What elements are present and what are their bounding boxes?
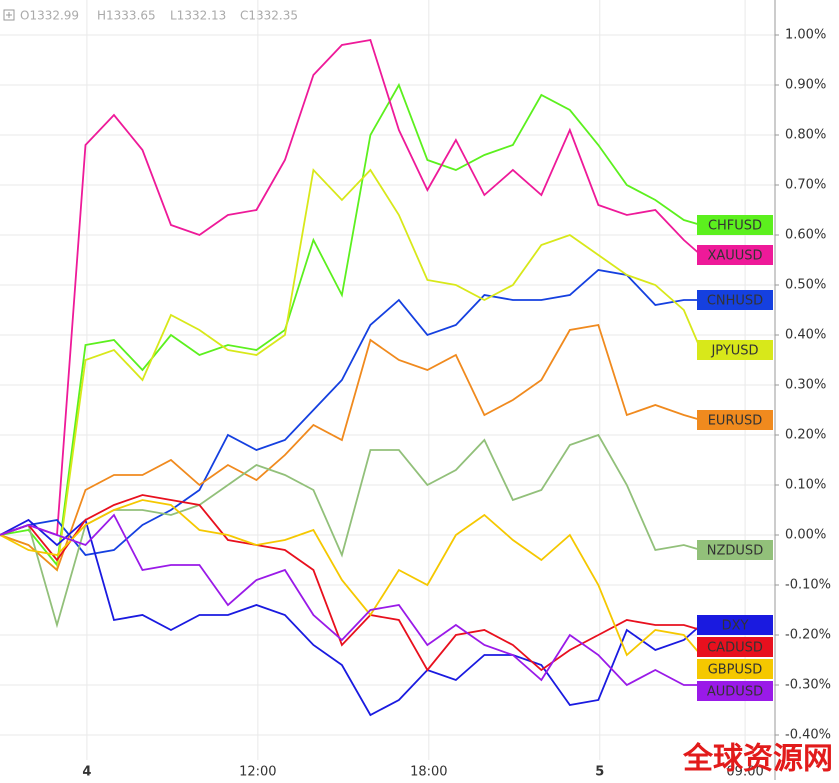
y-tick-label: 0.90% xyxy=(785,78,826,93)
series-line xyxy=(0,323,702,572)
series-line xyxy=(0,82,702,568)
legend-swatch xyxy=(697,540,773,560)
ohlc-close: C1332.35 xyxy=(240,9,298,23)
y-tick-label: 0.30% xyxy=(785,378,826,393)
grid xyxy=(0,0,775,760)
x-tick-label: 5 xyxy=(595,765,604,780)
y-tick-label: 0.10% xyxy=(785,478,826,493)
expand-icon[interactable] xyxy=(3,9,15,21)
watermark: 全球资源网 xyxy=(682,742,833,777)
y-tick-label: -0.20% xyxy=(785,628,831,643)
y-tick-label: -0.40% xyxy=(785,728,831,743)
series-line xyxy=(0,494,702,672)
x-tick-label: 18:00 xyxy=(410,765,447,780)
series-line xyxy=(0,518,702,717)
legend-label: GBPUSD xyxy=(708,663,763,678)
series-line xyxy=(0,499,702,657)
legend-swatch xyxy=(697,245,773,265)
x-tick-label: 09:00 xyxy=(726,765,763,780)
y-tick-label: 0.70% xyxy=(785,178,826,193)
y-tick-label: 1.00% xyxy=(785,28,826,43)
legend-swatch xyxy=(697,410,773,430)
x-tick-label: 12:00 xyxy=(239,765,276,780)
y-tick-label: 0.20% xyxy=(785,428,826,443)
x-tick-label: 4 xyxy=(82,765,91,780)
y-tick-label: 0.00% xyxy=(785,528,826,543)
series-line xyxy=(0,269,701,556)
legend-label: CADUSD xyxy=(707,641,763,656)
series-line xyxy=(0,168,702,572)
y-tick-label: 0.40% xyxy=(785,328,826,343)
legend-label: JPYUSD xyxy=(710,344,758,359)
legend-label: NZDUSD xyxy=(707,544,763,559)
y-tick-label: 0.50% xyxy=(785,278,826,293)
legend-swatch xyxy=(697,340,773,360)
y-tick-label: -0.10% xyxy=(785,578,831,593)
legend-swatch xyxy=(697,681,773,701)
legend-swatch xyxy=(697,290,773,310)
legend-label: EURUSD xyxy=(708,414,763,429)
legend-swatch xyxy=(697,659,773,679)
y-tick-label: 0.60% xyxy=(785,228,826,243)
ohlc-low: L1332.13 xyxy=(170,9,226,23)
legend-label: CHFUSD xyxy=(708,219,762,234)
legend-swatch xyxy=(697,637,773,657)
legend-label: AUDUSD xyxy=(707,685,763,700)
legend-swatch xyxy=(697,215,773,235)
series-line xyxy=(0,38,702,537)
series-line xyxy=(0,433,702,629)
y-tick-label: -0.30% xyxy=(785,678,831,693)
legend-label: XAUUSD xyxy=(707,249,762,264)
legend-label: DXY xyxy=(722,619,749,634)
legend-swatch xyxy=(697,615,773,635)
ohlc-open: O1332.99 xyxy=(20,9,79,23)
y-tick-label: 0.80% xyxy=(785,128,826,143)
legend-label: CNHUSD xyxy=(707,294,763,309)
series-line xyxy=(0,513,701,687)
ohlc-high: H1333.65 xyxy=(97,9,156,23)
